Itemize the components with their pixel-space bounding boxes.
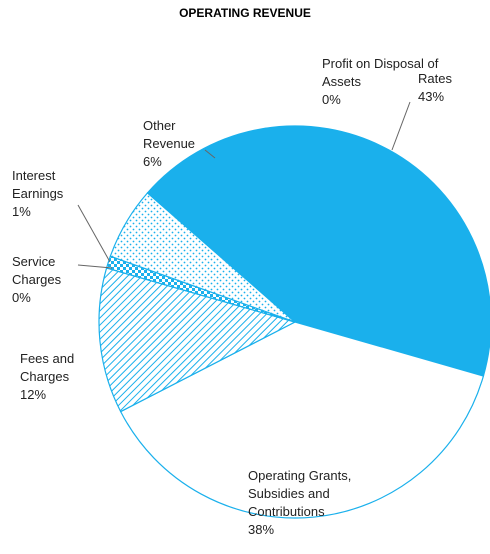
- slice-percent: 38%: [248, 522, 275, 537]
- pie-slice: [147, 192, 296, 323]
- slice-label: Service Charges 0%: [12, 253, 92, 307]
- slice-percent: 12%: [20, 387, 47, 402]
- slice-percent: 6%: [143, 154, 162, 169]
- slice-name: Fees and Charges: [20, 351, 75, 384]
- slice-name: Rates: [418, 71, 452, 86]
- leader-line: [391, 101, 411, 151]
- slice-percent: 1%: [12, 204, 31, 219]
- leader-line: [204, 149, 216, 159]
- pie-slice: [146, 125, 490, 377]
- slice-label: Other Revenue 6%: [143, 117, 223, 171]
- pie-slice: [119, 321, 485, 519]
- slice-label: Operating Grants, Subsidies and Contribu…: [248, 467, 398, 539]
- slice-percent: 0%: [12, 290, 31, 305]
- leader-line: [77, 264, 113, 269]
- pie-slice: [98, 267, 297, 413]
- slice-name: Service Charges: [12, 254, 62, 287]
- slice-name: Profit on Disposal of Assets: [322, 56, 439, 89]
- slice-label: Interest Earnings 1%: [12, 167, 92, 221]
- chart-title: OPERATING REVENUE: [179, 6, 311, 20]
- slice-name: Other Revenue: [143, 118, 196, 151]
- slice-label: Rates 43%: [418, 70, 478, 106]
- slice-percent: 0%: [322, 92, 341, 107]
- slice-name: Operating Grants, Subsidies and Contribu…: [248, 468, 352, 519]
- slice-label: Profit on Disposal of Assets 0%: [322, 55, 462, 109]
- slice-name: Interest Earnings: [12, 168, 64, 201]
- leader-line: [77, 204, 111, 263]
- slice-percent: 43%: [418, 89, 445, 104]
- slice-label: Fees and Charges 12%: [20, 350, 100, 404]
